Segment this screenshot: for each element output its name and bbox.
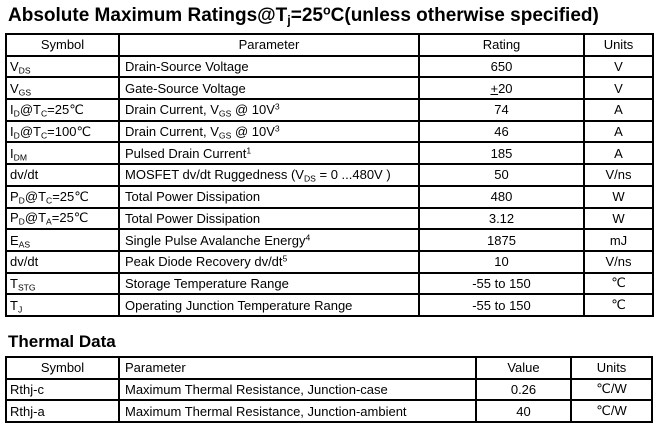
cell-value: 40 bbox=[475, 399, 572, 423]
cell-rating: 50 bbox=[418, 163, 585, 187]
cell-rating: 650 bbox=[418, 54, 585, 79]
thermal-col-parameter: Parameter bbox=[118, 355, 477, 380]
cell-parameter: Single Pulse Avalanche Energy4 bbox=[118, 228, 420, 252]
abs-max-table-row: TSTG Storage Temperature Range -55 to 15… bbox=[5, 271, 654, 296]
cell-symbol: ID@TC=100℃ bbox=[5, 119, 120, 144]
cell-symbol: VDS bbox=[5, 54, 120, 79]
cell-rating: 480 bbox=[418, 184, 585, 209]
cell-parameter: Storage Temperature Range bbox=[118, 271, 420, 296]
cell-rating: 10 bbox=[418, 249, 585, 274]
cell-units: A bbox=[583, 119, 654, 144]
cell-units: A bbox=[583, 98, 654, 122]
cell-parameter: Maximum Thermal Resistance, Junction-amb… bbox=[118, 399, 477, 423]
cell-rating: +20 bbox=[418, 76, 585, 101]
cell-units: ℃ bbox=[583, 293, 654, 317]
abs-max-header-row: Symbol Parameter Rating Units bbox=[5, 33, 654, 57]
cell-parameter: Drain Current, VGS @ 10V3 bbox=[118, 98, 420, 122]
cell-parameter: Maximum Thermal Resistance, Junction-cas… bbox=[118, 377, 477, 402]
abs-max-table-row: PD@TA=25℃ Total Power Dissipation 3.12 W bbox=[5, 206, 654, 231]
cell-rating: 185 bbox=[418, 141, 585, 166]
cell-symbol: dv/dt bbox=[5, 249, 120, 274]
abs-max-table-row: dv/dt MOSFET dv/dt Ruggedness (VDS = 0 .… bbox=[5, 163, 654, 187]
abs-max-table: Symbol Parameter Rating Units VDS Drain-… bbox=[5, 33, 654, 317]
cell-rating: -55 to 150 bbox=[418, 293, 585, 317]
cell-parameter: Operating Junction Temperature Range bbox=[118, 293, 420, 317]
cell-symbol: TSTG bbox=[5, 271, 120, 296]
abs-max-table-row: dv/dt Peak Diode Recovery dv/dt5 10 V/ns bbox=[5, 249, 654, 274]
cell-units: A bbox=[583, 141, 654, 166]
thermal-header-row: Symbol Parameter Value Units bbox=[5, 355, 653, 380]
thermal-title: Thermal Data bbox=[8, 331, 116, 351]
cell-units: V/ns bbox=[583, 249, 654, 274]
cell-units: W bbox=[583, 184, 654, 209]
thermal-table-row: Rthj-c Maximum Thermal Resistance, Junct… bbox=[5, 377, 653, 402]
abs-max-col-rating: Rating bbox=[418, 33, 585, 57]
cell-units: W bbox=[583, 206, 654, 231]
cell-parameter: Pulsed Drain Current1 bbox=[118, 141, 420, 166]
abs-max-table-row: TJ Operating Junction Temperature Range … bbox=[5, 293, 654, 317]
cell-parameter: Drain-Source Voltage bbox=[118, 54, 420, 79]
abs-max-col-symbol: Symbol bbox=[5, 33, 120, 57]
abs-max-table-row: EAS Single Pulse Avalanche Energy4 1875 … bbox=[5, 228, 654, 252]
cell-parameter: Total Power Dissipation bbox=[118, 184, 420, 209]
cell-units: mJ bbox=[583, 228, 654, 252]
cell-parameter: Drain Current, VGS @ 10V3 bbox=[118, 119, 420, 144]
cell-rating: -55 to 150 bbox=[418, 271, 585, 296]
cell-symbol: PD@TA=25℃ bbox=[5, 206, 120, 231]
cell-parameter: Gate-Source Voltage bbox=[118, 76, 420, 101]
cell-symbol: Rthj-c bbox=[5, 377, 120, 402]
thermal-table-row: Rthj-a Maximum Thermal Resistance, Junct… bbox=[5, 399, 653, 423]
cell-units: ℃/W bbox=[570, 377, 653, 402]
cell-symbol: PD@TC=25℃ bbox=[5, 184, 120, 209]
cell-units: V bbox=[583, 54, 654, 79]
abs-max-col-units: Units bbox=[583, 33, 654, 57]
cell-rating: 46 bbox=[418, 119, 585, 144]
cell-rating: 74 bbox=[418, 98, 585, 122]
cell-symbol: ID@TC=25℃ bbox=[5, 98, 120, 122]
abs-max-table-row: IDM Pulsed Drain Current1 185 A bbox=[5, 141, 654, 166]
abs-max-table-row: ID@TC=25℃ Drain Current, VGS @ 10V3 74 A bbox=[5, 98, 654, 122]
cell-units: V bbox=[583, 76, 654, 101]
abs-max-table-row: VGS Gate-Source Voltage +20 V bbox=[5, 76, 654, 101]
cell-symbol: VGS bbox=[5, 76, 120, 101]
cell-parameter: Peak Diode Recovery dv/dt5 bbox=[118, 249, 420, 274]
cell-units: ℃/W bbox=[570, 399, 653, 423]
thermal-table: Symbol Parameter Value Units Rthj-c Maxi… bbox=[5, 355, 653, 423]
cell-units: ℃ bbox=[583, 271, 654, 296]
abs-max-col-parameter: Parameter bbox=[118, 33, 420, 57]
cell-value: 0.26 bbox=[475, 377, 572, 402]
cell-symbol: TJ bbox=[5, 293, 120, 317]
cell-symbol: EAS bbox=[5, 228, 120, 252]
abs-max-table-row: ID@TC=100℃ Drain Current, VGS @ 10V3 46 … bbox=[5, 119, 654, 144]
thermal-col-symbol: Symbol bbox=[5, 355, 120, 380]
cell-symbol: dv/dt bbox=[5, 163, 120, 187]
thermal-col-value: Value bbox=[475, 355, 572, 380]
cell-rating: 3.12 bbox=[418, 206, 585, 231]
abs-max-title: Absolute Maximum Ratings@Tj=25oC(unless … bbox=[8, 3, 599, 28]
cell-parameter: MOSFET dv/dt Ruggedness (VDS = 0 ...480V… bbox=[118, 163, 420, 187]
abs-max-table-row: VDS Drain-Source Voltage 650 V bbox=[5, 54, 654, 79]
cell-units: V/ns bbox=[583, 163, 654, 187]
cell-parameter: Total Power Dissipation bbox=[118, 206, 420, 231]
cell-symbol: IDM bbox=[5, 141, 120, 166]
thermal-col-units: Units bbox=[570, 355, 653, 380]
cell-symbol: Rthj-a bbox=[5, 399, 120, 423]
cell-rating: 1875 bbox=[418, 228, 585, 252]
abs-max-table-row: PD@TC=25℃ Total Power Dissipation 480 W bbox=[5, 184, 654, 209]
datasheet-page: { "theme": { "background": "#ffffff", "t… bbox=[0, 3, 657, 430]
